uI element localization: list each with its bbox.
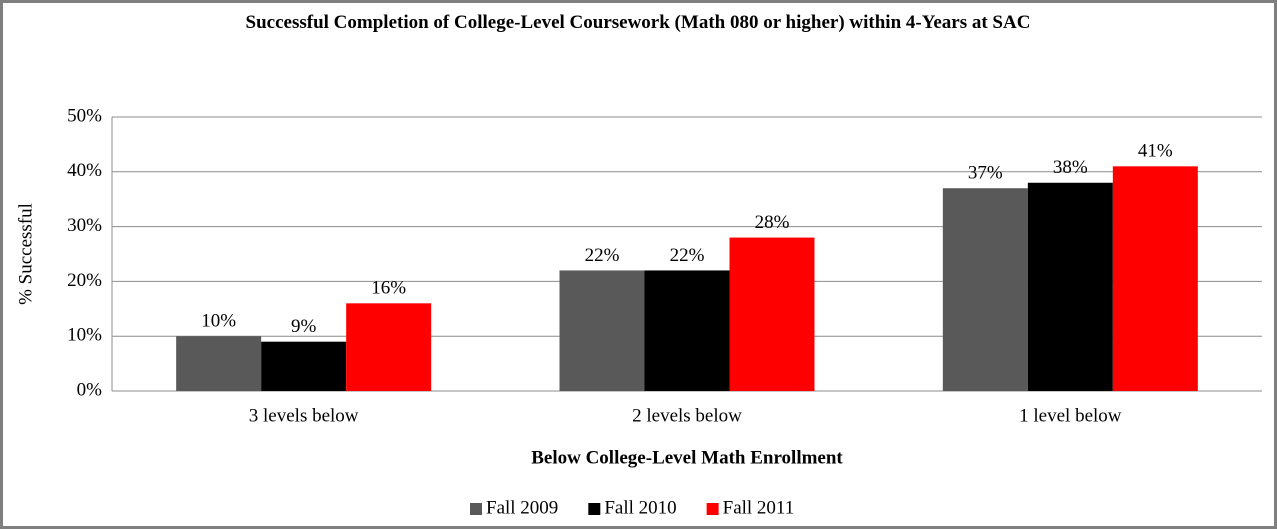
legend-swatch — [588, 503, 601, 515]
bar — [176, 336, 262, 391]
y-axis-label: % Successful — [15, 203, 36, 305]
legend-label: Fall 2009 — [486, 497, 558, 518]
bar — [559, 270, 645, 391]
legend-swatch — [470, 503, 482, 515]
data-label: 9% — [291, 316, 317, 337]
y-tick-label: 0% — [77, 379, 103, 400]
bar — [261, 341, 347, 391]
x-tick-label: 3 levels below — [249, 405, 359, 426]
legend-swatch — [706, 503, 719, 515]
data-label: 10% — [201, 311, 236, 332]
data-label: 41% — [1138, 141, 1173, 162]
legend-label: Fall 2010 — [604, 497, 676, 518]
data-label: 22% — [585, 245, 620, 266]
y-tick-label: 40% — [67, 160, 102, 181]
legend-label: Fall 2011 — [723, 497, 795, 518]
data-label: 37% — [968, 163, 1003, 184]
bar — [644, 270, 730, 391]
y-tick-label: 10% — [67, 325, 102, 346]
y-tick-label: 30% — [67, 215, 102, 236]
y-tick-label: 50% — [67, 105, 102, 126]
data-label: 38% — [1053, 157, 1088, 178]
y-tick-label: 20% — [67, 270, 102, 291]
bar — [942, 188, 1028, 391]
x-tick-label: 2 levels below — [632, 405, 742, 426]
data-label: 16% — [371, 278, 406, 299]
data-label: 28% — [755, 212, 790, 233]
bar — [1027, 182, 1113, 391]
bar — [1112, 166, 1198, 391]
x-axis-label: Below College-Level Math Enrollment — [531, 447, 843, 468]
chart-title: Successful Completion of College-Level C… — [245, 12, 1031, 33]
bar — [346, 303, 432, 391]
x-tick-label: 1 level below — [1019, 405, 1122, 426]
bar — [729, 237, 815, 391]
data-label: 22% — [670, 245, 705, 266]
